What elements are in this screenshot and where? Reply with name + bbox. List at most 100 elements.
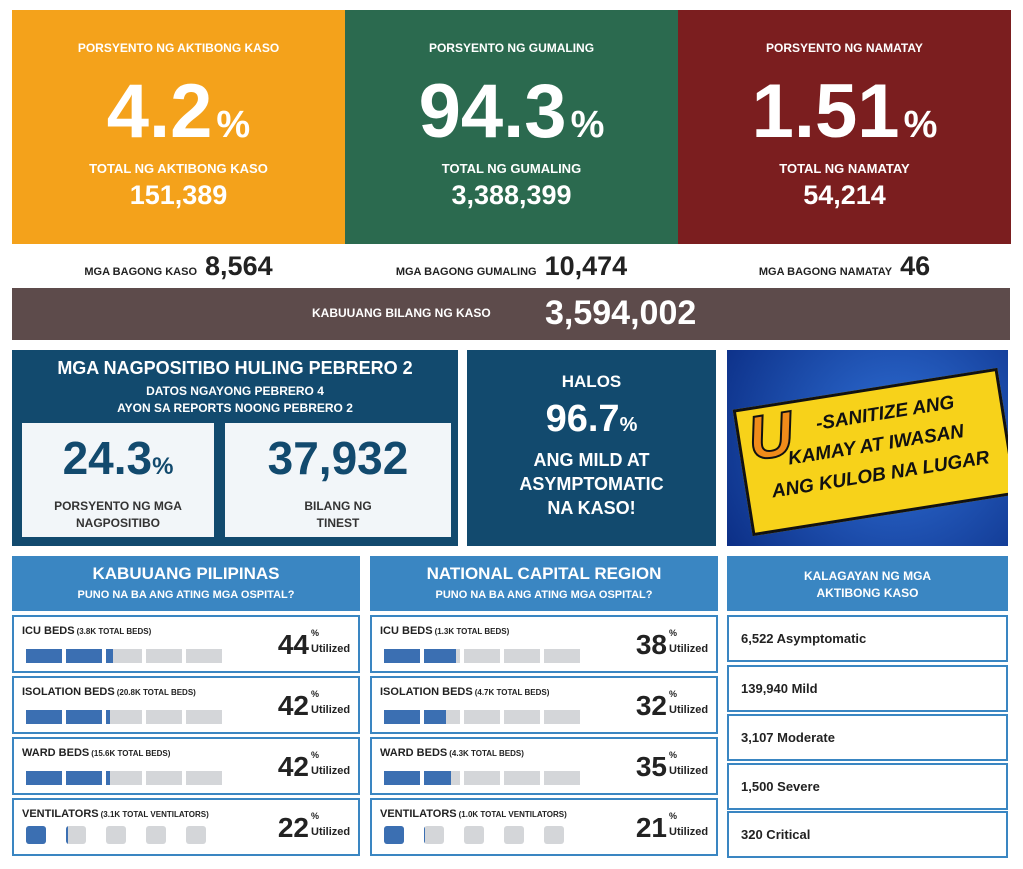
- row-suffix: Utilized: [669, 704, 709, 716]
- hospital-row: VENTILATORS (3.1K TOTAL VENTILATORS) 22% Ut…: [12, 798, 360, 856]
- row-name: WARD BEDS: [380, 747, 448, 759]
- box-value: 37,932: [225, 431, 451, 485]
- mild-text: NA KASO!: [547, 498, 636, 518]
- bar-segment: [26, 710, 62, 724]
- positivity-subtitle: AYON SA REPORTS NOONG PEBRERO 2: [117, 401, 353, 415]
- hospital-row: WARD BEDS (15.6K TOTAL BEDS) 42% Utilized: [12, 737, 360, 795]
- row-label: VENTILATORS (1.0K TOTAL VENTILATORS): [380, 804, 567, 822]
- row-label: VENTILATORS (3.1K TOTAL VENTILATORS): [22, 804, 209, 822]
- total-label: TOTAL NG AKTIBONG KASO: [89, 161, 268, 176]
- total-label: TOTAL NG NAMATAY: [779, 161, 910, 176]
- bar-segment: [106, 771, 142, 785]
- bar-segment: [146, 649, 182, 663]
- row-suffix: Utilized: [311, 704, 351, 716]
- bar-fill: [66, 826, 68, 844]
- summary-card: PORSYENTO NG NAMATAY 1.51% TOTAL NG NAMATA…: [678, 10, 1011, 244]
- banner-sign: U -SANITIZE ANG KAMAY AT IWASAN ANG KULOB N…: [732, 367, 1008, 537]
- bar-segment: [106, 710, 142, 724]
- bar-segment: [464, 826, 484, 844]
- status-title: AKTIBONG KASO: [816, 586, 919, 600]
- bar-segment: [146, 826, 166, 844]
- bar-fill: [106, 710, 110, 724]
- row-name: VENTILATORS: [22, 808, 99, 820]
- row-unit: %: [669, 628, 678, 638]
- row-unit: %: [669, 750, 678, 760]
- row-capacity: (3.1K TOTAL VENTILATORS): [100, 810, 209, 819]
- new-count-label: MGA BAGONG NAMATAY: [758, 266, 893, 278]
- status-text: 6,522 Asymptomatic: [741, 631, 867, 646]
- bar-fill: [66, 710, 102, 724]
- row-name: ISOLATION BEDS: [380, 686, 473, 698]
- new-count-label: MGA BAGONG KASO: [84, 266, 198, 278]
- row-value: 42: [277, 751, 309, 782]
- mild-panel: HALOS 96.7% ANG MILD AT ASYMPTOMATIC NA KASO…: [467, 350, 716, 546]
- hospital-row: ICU BEDS (3.8K TOTAL BEDS) 44% Utilized: [12, 615, 360, 673]
- bar-segment: [384, 710, 420, 724]
- bar-fill: [26, 826, 46, 844]
- bar-fill: [66, 771, 102, 785]
- new-count-value: 46: [900, 251, 931, 281]
- percent-value: 94.3: [418, 69, 567, 154]
- row-suffix: Utilized: [669, 826, 709, 838]
- row-capacity: (4.3K TOTAL BEDS): [449, 749, 524, 758]
- bar-segment: [424, 649, 460, 663]
- hospital-header: NATIONAL CAPITAL REGION PUNO NA BA ANG AT…: [370, 556, 718, 611]
- bar-fill: [26, 771, 62, 785]
- hospital-title: KABUUANG PILIPINAS: [92, 564, 280, 583]
- bar-fill: [424, 771, 451, 785]
- row-name: ICU BEDS: [22, 625, 75, 637]
- bar-segment: [424, 826, 444, 844]
- hospital-subtitle: PUNO NA BA ANG ATING MGA OSPITAL?: [77, 589, 295, 601]
- summary-card: PORSYENTO NG AKTIBONG KASO 4.2% TOTAL NG A…: [12, 10, 345, 244]
- bar-fill: [384, 826, 404, 844]
- card-title: PORSYENTO NG AKTIBONG KASO: [77, 41, 280, 55]
- total-value: 54,214: [803, 180, 886, 210]
- row-suffix: Utilized: [311, 765, 351, 777]
- row-suffix: Utilized: [669, 765, 709, 777]
- bar-segment: [384, 649, 420, 663]
- row-suffix: Utilized: [311, 643, 351, 655]
- box-unit: %: [152, 453, 174, 480]
- row-label: ISOLATION BEDS (20.8K TOTAL BEDS): [22, 682, 196, 700]
- status-item: 1,500 Severe: [727, 763, 1008, 810]
- row-value: 42: [277, 690, 309, 721]
- row-unit: %: [311, 689, 320, 699]
- row-label: WARD BEDS (4.3K TOTAL BEDS): [380, 743, 524, 761]
- status-item: 320 Critical: [727, 811, 1008, 858]
- card-percent: 1.51%: [678, 72, 1011, 173]
- bar-segment: [146, 771, 182, 785]
- box-number: 37,932: [267, 432, 409, 484]
- percent-unit: %: [570, 104, 605, 146]
- hospital-row: ISOLATION BEDS (20.8K TOTAL BEDS) 42% Utili…: [12, 676, 360, 734]
- row-unit: %: [311, 750, 320, 760]
- hospital-row: WARD BEDS (4.3K TOTAL BEDS) 35% Utilized: [370, 737, 718, 795]
- bar-fill: [384, 771, 420, 785]
- row-capacity: (1.3K TOTAL BEDS): [434, 627, 510, 636]
- total-value: 3,388,399: [451, 180, 572, 210]
- bar-fill: [424, 826, 425, 844]
- box-label: NAGPOSITIBO: [75, 516, 160, 530]
- bar-segment: [106, 649, 142, 663]
- new-count: MGA BAGONG NAMATAY 46: [678, 248, 1011, 284]
- hospital-row: VENTILATORS (1.0K TOTAL VENTILATORS) 21% Ut…: [370, 798, 718, 856]
- bar-segment: [66, 826, 86, 844]
- hospital-row: ICU BEDS (1.3K TOTAL BEDS) 38% Utilized: [370, 615, 718, 673]
- new-count-value: 10,474: [544, 251, 628, 281]
- bar-segment: [544, 826, 564, 844]
- bar-segment: [504, 710, 540, 724]
- bar-segment: [464, 649, 500, 663]
- row-suffix: Utilized: [311, 826, 351, 838]
- status-title: KALAGAYAN NG MGA: [803, 569, 932, 583]
- bar-segment: [544, 771, 580, 785]
- row-label: ICU BEDS (3.8K TOTAL BEDS): [22, 621, 151, 639]
- new-count: MGA BAGONG GUMALING 10,474: [345, 248, 678, 284]
- bar-fill: [384, 710, 420, 724]
- row-capacity: (4.7K TOTAL BEDS): [474, 688, 550, 697]
- status-item: 6,522 Asymptomatic: [727, 615, 1008, 662]
- new-count-label: MGA BAGONG GUMALING: [395, 266, 537, 278]
- status-text: 139,940 Mild: [741, 681, 818, 696]
- bar-fill: [384, 649, 420, 663]
- bar-segment: [186, 710, 222, 724]
- box-label: TINEST: [316, 516, 360, 530]
- hospital-row: ISOLATION BEDS (4.7K TOTAL BEDS) 32% Utiliz…: [370, 676, 718, 734]
